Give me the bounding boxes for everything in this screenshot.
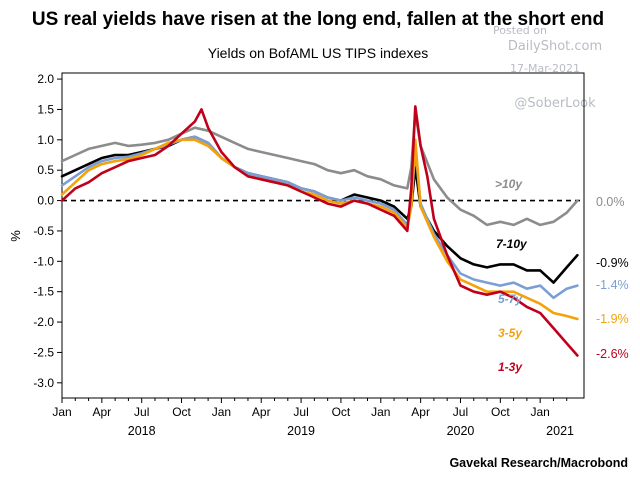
series-line-gt10y (60, 111, 579, 227)
series-line-y1_3 (60, 105, 579, 357)
x-tick-label: Apr (93, 405, 112, 419)
y-axis-label: % (8, 230, 23, 242)
x-tick-label: Jan (212, 405, 231, 419)
year-labels: 2018 2019 2020 2021 (128, 424, 574, 438)
x-tick-label: Jan (52, 405, 71, 419)
x-axis: Jan Apr Jul Oct Jan Apr Jul Oct Jan Apr Jul Oct Jan (52, 398, 568, 419)
y-tick-label: 1.5 (37, 102, 54, 116)
year-label: 2019 (287, 424, 315, 438)
x-tick-label: Apr (252, 405, 271, 419)
series-label-1-3y: 1-3y (498, 360, 523, 374)
end-label-gt10y: 0.0% (596, 195, 625, 209)
end-label-1-3y: -2.6% (596, 347, 629, 361)
end-label-5-7y: -1.4% (596, 278, 629, 292)
y-tick-label: 0.0 (37, 194, 54, 208)
watermark-site: DailyShot.com (508, 39, 602, 54)
end-label-7-10y: -0.9% (596, 256, 629, 270)
year-label: 2018 (128, 424, 156, 438)
end-label-3-5y: -1.9% (596, 312, 629, 326)
source-label: Gavekal Research/Macrobond (449, 456, 628, 470)
y-tick-label: 2.0 (37, 72, 54, 86)
y-tick-label: -2.5 (33, 345, 54, 359)
x-tick-label: Jul (453, 405, 468, 419)
watermark-posted: Posted on (493, 24, 547, 37)
x-tick-label: Jul (134, 405, 149, 419)
y-tick-label: -0.5 (33, 224, 54, 238)
y-tick-label: 0.5 (37, 163, 54, 177)
series-line-y5_7 (60, 135, 579, 300)
watermark-handle: @SoberLook (514, 96, 596, 111)
y-tick-label: -2.0 (33, 315, 54, 329)
x-tick-label: Jan (530, 405, 549, 419)
x-tick-label: Oct (491, 405, 510, 419)
series-label-3-5y: 3-5y (498, 326, 523, 340)
series-label-7-10y: 7-10y (496, 237, 528, 251)
y-tick-label: 1.0 (37, 133, 54, 147)
series-line-y3_5 (60, 138, 579, 321)
series-label-5-7y: 5-7y (498, 292, 523, 306)
year-label: 2021 (546, 424, 574, 438)
y-tick-label: -1.5 (33, 285, 54, 299)
x-tick-label: Oct (172, 405, 191, 419)
chart-title: US real yields have risen at the long en… (32, 9, 604, 30)
plot-frame (61, 72, 585, 399)
x-tick-label: Jul (293, 405, 308, 419)
x-tick-label: Apr (411, 405, 430, 419)
watermark-date: 17-Mar-2021 (510, 62, 580, 75)
x-tick-label: Jan (371, 405, 390, 419)
y-tick-label: -3.0 (33, 376, 54, 390)
series-group (60, 105, 579, 357)
x-tick-label: Oct (332, 405, 351, 419)
series-label-gt10y: >10y (495, 177, 523, 191)
chart-subtitle: Yields on BofAML US TIPS indexes (208, 45, 428, 61)
year-label: 2020 (447, 424, 475, 438)
y-axis: 2.0 1.5 1.0 0.5 0.0 -0.5 -1.0 -1.5 -2.0 -2.5 -3.0 (33, 72, 62, 390)
y-tick-label: -1.0 (33, 254, 54, 268)
